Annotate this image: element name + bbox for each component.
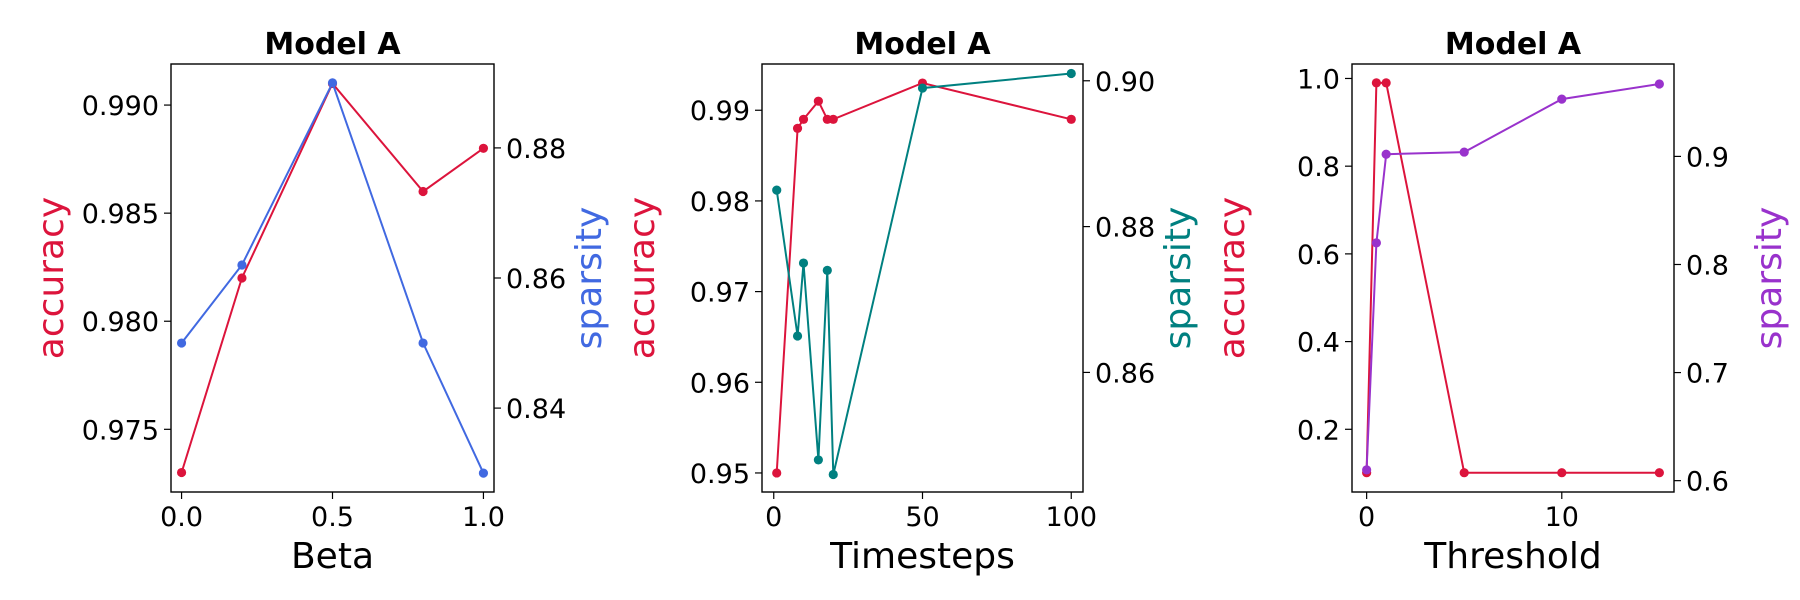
x-axis-label: Timesteps (829, 536, 1015, 577)
accuracy-data-point (1459, 468, 1469, 478)
accuracy-data-point (478, 143, 489, 153)
left-y-tick-label: 0.97 (690, 278, 750, 309)
accuracy-data-point (1066, 114, 1076, 124)
left-y-axis-label: accuracy (1212, 197, 1253, 359)
chart-title: Model A (1445, 27, 1582, 62)
sparsity-data-point (1381, 149, 1391, 159)
accuracy-data-point (813, 96, 823, 106)
right-y-tick-label: 0.7 (1686, 359, 1729, 390)
left-y-tick-label: 0.6 (1297, 240, 1340, 271)
x-axis-label: Beta (291, 536, 374, 577)
accuracy-data-point (792, 123, 803, 133)
accuracy-data-point (418, 186, 428, 197)
right-y-axis-label: sparsity (1158, 207, 1199, 350)
x-tick-label: 100 (1045, 502, 1097, 533)
sparsity-data-point (418, 338, 428, 348)
right-y-tick-label: 0.86 (506, 264, 566, 295)
right-y-tick-label: 0.88 (1095, 213, 1155, 244)
accuracy-data-point (798, 114, 809, 124)
sparsity-series-line (180, 80, 485, 474)
accuracy-data-point (1654, 468, 1664, 478)
left-y-tick-label: 0.98 (690, 187, 750, 218)
sparsity-data-point (1362, 465, 1372, 475)
sparsity-data-point (828, 469, 838, 480)
accuracy-data-point (237, 273, 247, 283)
accuracy-data-point (828, 114, 838, 124)
x-tick-label: 0.5 (311, 502, 354, 533)
right-y-tick-label: 0.6 (1686, 467, 1729, 498)
left-y-tick-label: 0.99 (690, 96, 750, 127)
left-y-axis-label: accuracy (622, 197, 663, 359)
right-y-tick-label: 0.84 (506, 394, 566, 425)
sparsity-data-point (772, 185, 782, 195)
left-y-tick-label: 0.95 (690, 459, 750, 490)
left-y-tick-label: 0.980 (82, 307, 159, 338)
sparsity-data-point (327, 78, 338, 88)
left-y-tick-label: 1.0 (1297, 64, 1340, 95)
sparsity-data-point (1557, 94, 1567, 104)
left-y-tick-label: 0.96 (690, 368, 750, 399)
sparsity-data-point (813, 455, 823, 465)
left-y-tick-label: 0.975 (82, 415, 159, 446)
left-y-tick-label: 0.2 (1297, 415, 1340, 446)
right-y-axis-label: sparsity (1749, 207, 1790, 350)
sparsity-data-point (1654, 79, 1664, 89)
right-y-tick-label: 0.9 (1686, 142, 1729, 173)
accuracy-data-point (772, 468, 782, 478)
sparsity-data-point (1371, 238, 1381, 248)
plot-frame (761, 63, 1084, 493)
x-tick-label: 50 (905, 502, 939, 533)
plot-frame (170, 63, 495, 493)
x-tick-label: 0 (1358, 502, 1375, 533)
accuracy-data-point (1381, 78, 1391, 88)
sparsity-series-line (1365, 83, 1660, 470)
accuracy-data-point (1557, 468, 1567, 478)
right-y-tick-label: 0.88 (506, 134, 566, 165)
chart-title: Model A (854, 27, 991, 62)
left-y-tick-label: 0.8 (1297, 152, 1340, 183)
right-y-tick-label: 0.86 (1095, 358, 1155, 389)
x-tick-label: 0.0 (160, 502, 203, 533)
x-axis-label: Threshold (1423, 536, 1601, 577)
x-tick-label: 1.0 (462, 502, 505, 533)
sparsity-data-point (792, 331, 803, 341)
right-y-tick-label: 0.90 (1095, 67, 1155, 98)
accuracy-data-point (1371, 78, 1381, 88)
accuracy-data-point (176, 467, 187, 478)
plot-frame (1351, 63, 1675, 493)
sparsity-data-point (176, 338, 187, 348)
accuracy-series-line (180, 81, 484, 473)
accuracy-series-line (1365, 81, 1660, 474)
sparsity-data-point (798, 258, 809, 268)
left-y-tick-label: 0.4 (1297, 328, 1340, 359)
sparsity-series-line (775, 72, 1072, 475)
x-tick-label: 0 (765, 502, 782, 533)
left-y-axis-label: accuracy (31, 197, 72, 359)
right-y-tick-label: 0.8 (1686, 250, 1729, 281)
chart-title: Model A (264, 27, 401, 62)
sparsity-data-point (1066, 68, 1076, 79)
sparsity-data-point (478, 468, 489, 478)
sparsity-data-point (1459, 147, 1469, 157)
left-y-tick-label: 0.990 (82, 91, 159, 122)
right-y-axis-label: sparsity (569, 207, 610, 350)
sparsity-data-point (822, 265, 832, 275)
sparsity-data-point (237, 260, 247, 270)
left-y-tick-label: 0.985 (82, 199, 159, 230)
sparsity-data-point (917, 83, 928, 93)
x-tick-label: 10 (1545, 502, 1579, 533)
